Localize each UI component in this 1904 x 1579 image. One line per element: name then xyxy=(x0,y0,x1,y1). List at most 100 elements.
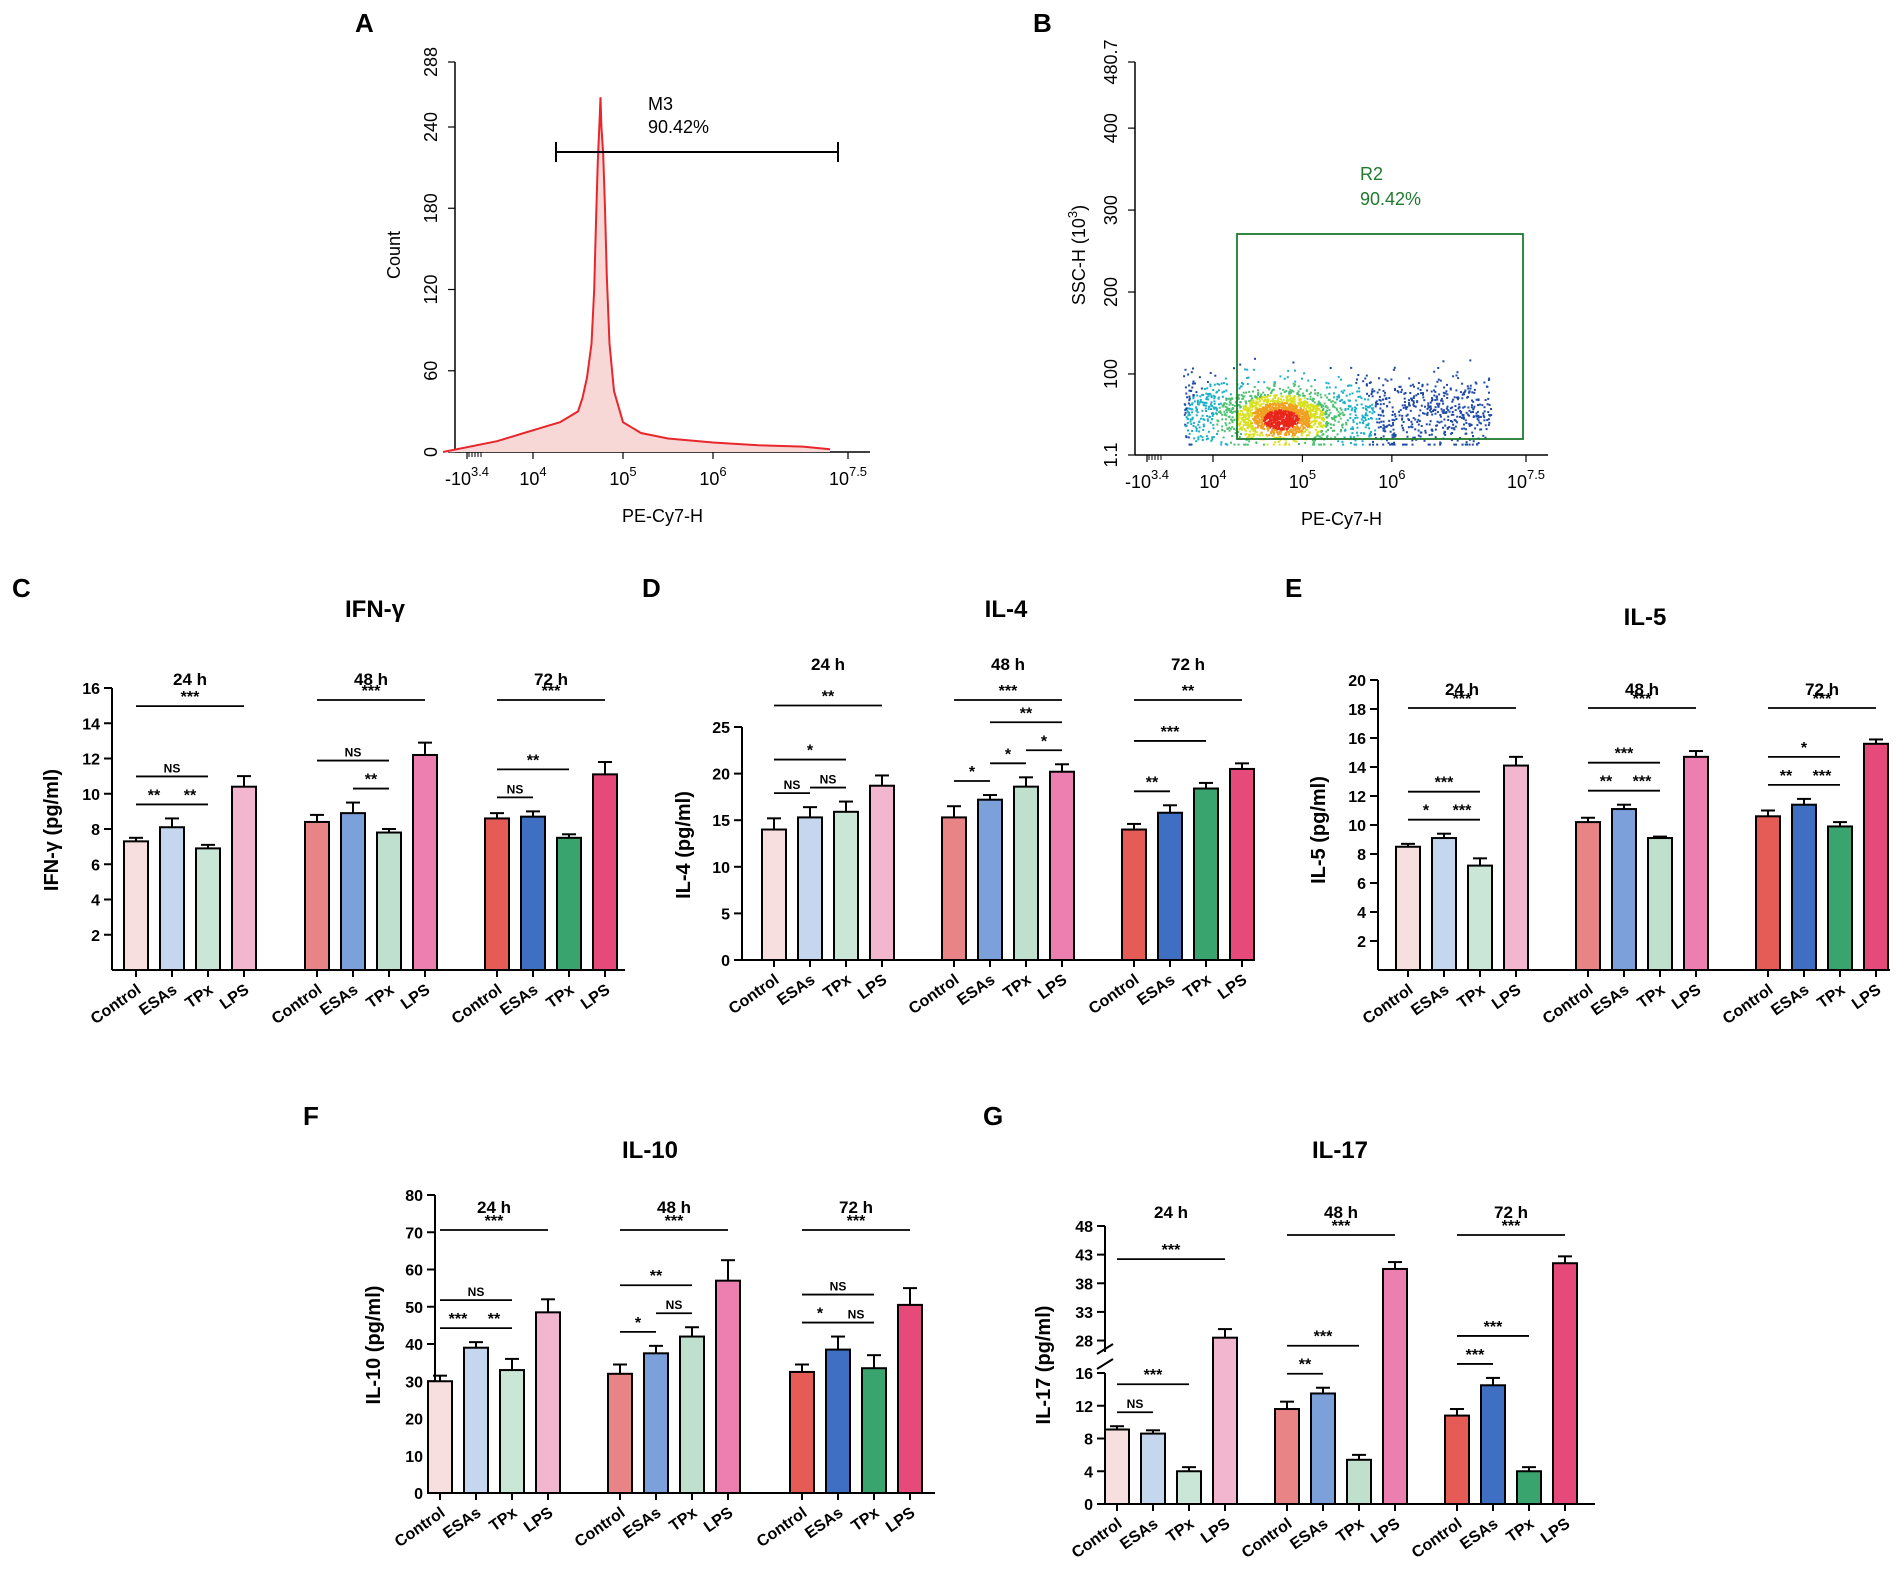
scatter-point xyxy=(1322,407,1325,410)
scatter-point xyxy=(1226,411,1228,414)
scatter-point xyxy=(1488,403,1491,406)
scatter-point xyxy=(1460,416,1463,419)
x-tick-label: 106 xyxy=(1378,467,1405,492)
scatter-point xyxy=(1229,402,1232,405)
chart-title: IFN-γ xyxy=(345,596,406,623)
scatter-point xyxy=(1185,392,1188,395)
scatter-point xyxy=(1320,436,1323,439)
scatter-point xyxy=(1292,415,1295,418)
scatter-point xyxy=(1437,405,1440,408)
scatter-point xyxy=(1403,392,1406,395)
scatter-point xyxy=(1352,428,1355,430)
significance-label: * xyxy=(635,1315,642,1332)
scatter-point xyxy=(1301,403,1304,406)
scatter-point xyxy=(1308,393,1311,395)
scatter-point xyxy=(1449,387,1452,390)
scatter-point xyxy=(1365,412,1367,415)
scatter-point xyxy=(1273,433,1276,436)
scatter-point xyxy=(1278,387,1281,390)
scatter-point xyxy=(1237,413,1240,416)
scatter-point xyxy=(1313,413,1315,416)
scatter-point xyxy=(1452,423,1455,426)
scatter-point xyxy=(1195,406,1198,409)
scatter-point xyxy=(1320,443,1322,446)
scatter-point xyxy=(1312,424,1315,427)
bar-control xyxy=(1575,821,1601,971)
bar-lps xyxy=(1552,1262,1578,1506)
scatter-point xyxy=(1343,389,1346,392)
scatter-point xyxy=(1242,414,1245,417)
scatter-point xyxy=(1357,396,1360,398)
scatter-point xyxy=(1436,398,1439,401)
scatter-point xyxy=(1266,427,1269,430)
scatter-point xyxy=(1470,411,1472,414)
scatter-point xyxy=(1229,393,1232,396)
scatter-point xyxy=(1238,387,1241,390)
scatter-point xyxy=(1239,421,1242,424)
scatter-point xyxy=(1285,409,1288,412)
category-label: TPx xyxy=(1001,971,1035,1002)
scatter-point xyxy=(1219,402,1222,405)
scatter-point xyxy=(1303,426,1306,429)
scatter-point xyxy=(1294,369,1296,372)
scatter-point xyxy=(1229,399,1232,402)
scatter-point xyxy=(1469,424,1472,427)
scatter-point xyxy=(1279,439,1282,442)
scatter-point xyxy=(1402,421,1405,423)
scatter-point xyxy=(1252,412,1255,415)
scatter-point xyxy=(1241,410,1243,413)
scatter-point xyxy=(1300,415,1303,418)
scatter-point xyxy=(1285,402,1288,405)
scatter-point xyxy=(1265,399,1268,401)
scatter-point xyxy=(1401,427,1404,429)
scatter-point xyxy=(1298,398,1301,400)
scatter-point xyxy=(1251,397,1254,400)
category-label: TPx xyxy=(1455,981,1489,1012)
scatter-point xyxy=(1293,405,1296,408)
scatter-point xyxy=(1210,408,1212,411)
scatter-point xyxy=(1465,428,1467,431)
scatter-point xyxy=(1203,418,1206,421)
gate-percent: 90.42% xyxy=(648,117,709,137)
scatter-point xyxy=(1450,420,1452,422)
scatter-point xyxy=(1210,396,1213,399)
scatter-point xyxy=(1487,424,1490,426)
scatter-point xyxy=(1358,390,1361,393)
scatter-point xyxy=(1263,428,1266,431)
scatter-point xyxy=(1298,443,1300,445)
scatter-point xyxy=(1263,416,1266,419)
scatter-point xyxy=(1275,429,1278,432)
scatter-point xyxy=(1269,417,1272,419)
scatter-point xyxy=(1453,419,1456,421)
bar-lps xyxy=(1382,1267,1408,1506)
scatter-point xyxy=(1280,395,1283,398)
scatter-point xyxy=(1476,417,1479,420)
scatter-point xyxy=(1451,400,1454,403)
scatter-point xyxy=(1379,425,1382,428)
scatter-point xyxy=(1249,401,1252,404)
scatter-point xyxy=(1337,414,1340,416)
scatter-point xyxy=(1303,372,1306,375)
scatter-point xyxy=(1450,432,1453,435)
scatter-point xyxy=(1381,410,1384,413)
category-label: ESAs xyxy=(1408,981,1452,1019)
scatter-point xyxy=(1255,404,1258,406)
bar-tpx xyxy=(1176,1470,1202,1505)
scatter-point xyxy=(1319,412,1322,415)
scatter-point xyxy=(1254,417,1257,420)
x-tick-label: -103.4 xyxy=(1125,467,1169,492)
scatter-point xyxy=(1226,383,1228,386)
scatter-point xyxy=(1341,440,1344,443)
scatter-point xyxy=(1255,396,1258,398)
significance-label: ** xyxy=(650,1268,663,1285)
scatter-point xyxy=(1329,411,1332,414)
scatter-point xyxy=(1256,408,1259,411)
scatter-point xyxy=(1304,401,1307,404)
bar-tpx xyxy=(861,1367,887,1495)
scatter-point xyxy=(1333,406,1336,409)
category-label: TPx xyxy=(544,981,578,1012)
scatter-point xyxy=(1292,404,1295,407)
scatter-point xyxy=(1414,405,1417,408)
category-label: TPx xyxy=(183,981,217,1012)
timepoint-label: 48 h xyxy=(1324,1203,1358,1222)
